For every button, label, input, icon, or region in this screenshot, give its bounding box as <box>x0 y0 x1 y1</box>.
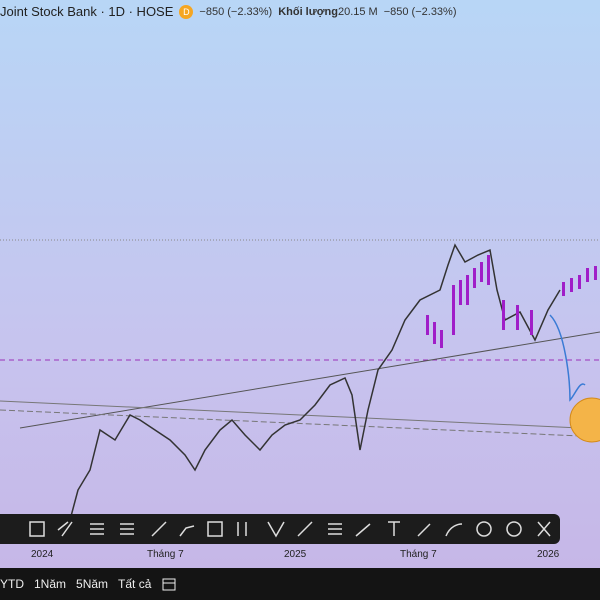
volume-change: −850 (−2.33%) <box>383 5 457 18</box>
badge: D <box>179 4 194 19</box>
trend-line <box>19 331 600 429</box>
marker <box>569 397 600 443</box>
range-button[interactable]: YTD <box>0 577 24 591</box>
range-button[interactable]: 5Năm <box>76 577 109 591</box>
range-button[interactable]: 1Năm <box>34 577 67 591</box>
time-label: Tháng 7 <box>147 549 184 560</box>
toolbar-icons <box>29 521 551 538</box>
range-bar: YTD 1Năm 5Năm Tất cả <box>0 568 600 600</box>
symbol: Joint Stock Bank · 1D · HOSE <box>0 4 174 19</box>
header: Joint Stock Bank · 1D · HOSE D −850 (−2.… <box>0 4 457 19</box>
forecast-path <box>549 314 586 402</box>
range-button[interactable]: Tất cả <box>118 577 152 591</box>
date-range-icon[interactable] <box>161 576 177 592</box>
channel-line <box>0 400 581 429</box>
time-label: Tháng 7 <box>400 549 437 560</box>
volume-label: Khối lượng20.15 M <box>278 6 378 18</box>
time-label: 2026 <box>537 549 560 560</box>
change: −850 (−2.33%) <box>199 5 273 18</box>
projection-bars <box>426 255 597 348</box>
volume-label-text: Khối lượng <box>278 5 338 18</box>
time-label: 2025 <box>284 549 307 560</box>
time-label: 2024 <box>31 549 54 560</box>
drawing-toolbar[interactable] <box>0 514 560 544</box>
volume: 20.15 M <box>337 5 378 18</box>
